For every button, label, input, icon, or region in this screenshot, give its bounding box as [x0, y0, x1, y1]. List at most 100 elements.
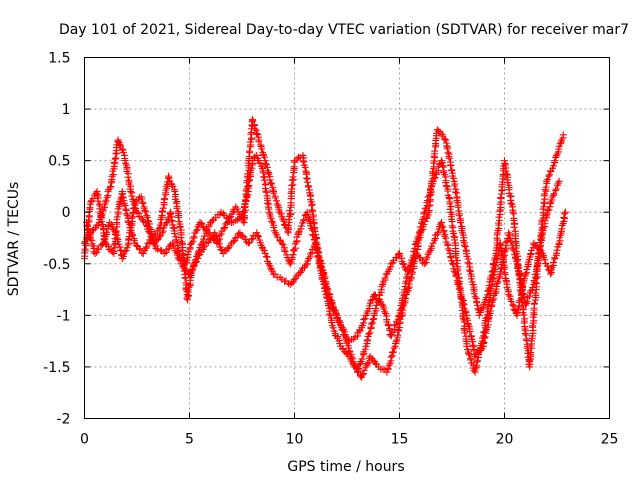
data-point-trail	[268, 180, 276, 188]
data-point-trail	[440, 135, 448, 143]
data-point-trail	[110, 158, 118, 166]
data-point	[91, 249, 99, 257]
data-point-trail	[423, 214, 431, 222]
data-point-trail	[199, 244, 207, 252]
data-point-trail	[159, 227, 167, 235]
data-point-trail	[496, 273, 504, 281]
data-point-trail	[371, 291, 379, 299]
data-point-trail	[317, 260, 325, 268]
data-point-trail	[259, 245, 267, 253]
data-point-trail	[211, 231, 219, 239]
data-point-trail	[270, 224, 278, 232]
data-point-trail	[302, 261, 310, 269]
data-point-trail	[367, 320, 375, 328]
data-point	[244, 239, 252, 247]
data-point-trail	[466, 266, 474, 274]
data-point-trail	[501, 248, 509, 256]
data-point-trail	[98, 210, 106, 218]
data-point-trail	[265, 205, 273, 213]
data-point-trail	[463, 340, 471, 348]
data-point-trail	[396, 306, 404, 314]
data-point	[261, 249, 269, 257]
data-point-trail	[142, 208, 150, 216]
data-point-trail	[109, 171, 117, 179]
data-point-trail	[98, 240, 106, 248]
data-point-trail	[212, 232, 220, 240]
data-point-trail	[390, 344, 398, 352]
data-point-trail	[481, 333, 489, 341]
data-point-trail	[150, 240, 158, 248]
data-point-trail	[163, 182, 171, 190]
data-point-trail	[89, 195, 97, 203]
data-point-trail	[217, 245, 225, 253]
data-point-trail	[487, 273, 495, 281]
data-point-trail	[281, 248, 289, 255]
data-point-trail	[513, 309, 521, 317]
data-point-trail	[307, 196, 315, 204]
grid-layer	[84, 57, 610, 419]
data-point-trail	[215, 240, 223, 248]
data-point-trail	[384, 364, 392, 372]
data-point-trail	[521, 272, 529, 280]
data-point-trail	[293, 272, 301, 280]
data-point-trail	[198, 219, 206, 227]
data-point-trail	[324, 286, 332, 294]
data-point-trail	[461, 243, 469, 251]
data-point-trail	[297, 222, 305, 230]
data-point-trail	[552, 187, 560, 194]
data-point-trail	[470, 290, 478, 298]
data-point-trail	[258, 164, 266, 172]
data-point-trail	[299, 157, 307, 165]
data-point-trail	[540, 198, 548, 206]
data-point-trail	[311, 227, 319, 235]
data-point-trail	[277, 237, 285, 245]
data-point-trail	[104, 242, 112, 250]
x-tick-label: 15	[391, 432, 409, 448]
data-point-trail	[542, 212, 550, 220]
data-point-trail	[280, 246, 288, 254]
data-point-trail	[450, 174, 458, 182]
data-point-trail	[496, 268, 504, 276]
data-point-trail	[267, 265, 275, 273]
data-point-trail	[447, 162, 455, 170]
data-point-trail	[392, 337, 400, 345]
data-point-trail	[441, 232, 449, 240]
data-point-trail	[141, 207, 149, 215]
data-point-trail	[296, 268, 304, 276]
data-point-trail	[144, 217, 152, 225]
data-point-trail	[478, 345, 486, 353]
data-point-trail	[482, 327, 490, 335]
data-point-trail	[101, 200, 109, 208]
data-point-trail	[103, 228, 111, 236]
data-point-trail	[362, 363, 370, 371]
data-point-trail	[238, 232, 246, 240]
data-point-trail	[368, 319, 376, 327]
data-point-trail	[251, 125, 259, 133]
data-point-trail	[510, 306, 518, 314]
data-point-trail	[545, 206, 553, 214]
data-point-trail	[525, 292, 533, 300]
data-point-trail	[550, 190, 558, 198]
data-point-trail	[546, 267, 554, 275]
data-point-trail	[303, 210, 311, 218]
data-point-trail	[309, 213, 317, 221]
data-point-trail	[377, 286, 385, 294]
data-point-trail	[331, 307, 339, 315]
data-point-trail	[275, 206, 283, 214]
data-point-trail	[538, 234, 546, 242]
data-point-trail	[384, 322, 392, 330]
data-point-trail	[336, 340, 344, 348]
data-point-trail	[503, 170, 511, 178]
data-point-trail	[447, 254, 455, 262]
data-point-trail	[530, 299, 538, 307]
data-point-trail	[94, 197, 102, 205]
data-point-trail	[85, 212, 93, 220]
data-point-trail	[221, 224, 229, 232]
data-point-trail	[429, 168, 437, 176]
data-point-trail	[233, 233, 241, 241]
data-point-trail	[369, 356, 377, 364]
data-point-trail	[284, 222, 292, 230]
data-point-trail	[523, 266, 531, 274]
data-point-trail	[542, 183, 550, 191]
data-point-trail	[486, 307, 494, 315]
